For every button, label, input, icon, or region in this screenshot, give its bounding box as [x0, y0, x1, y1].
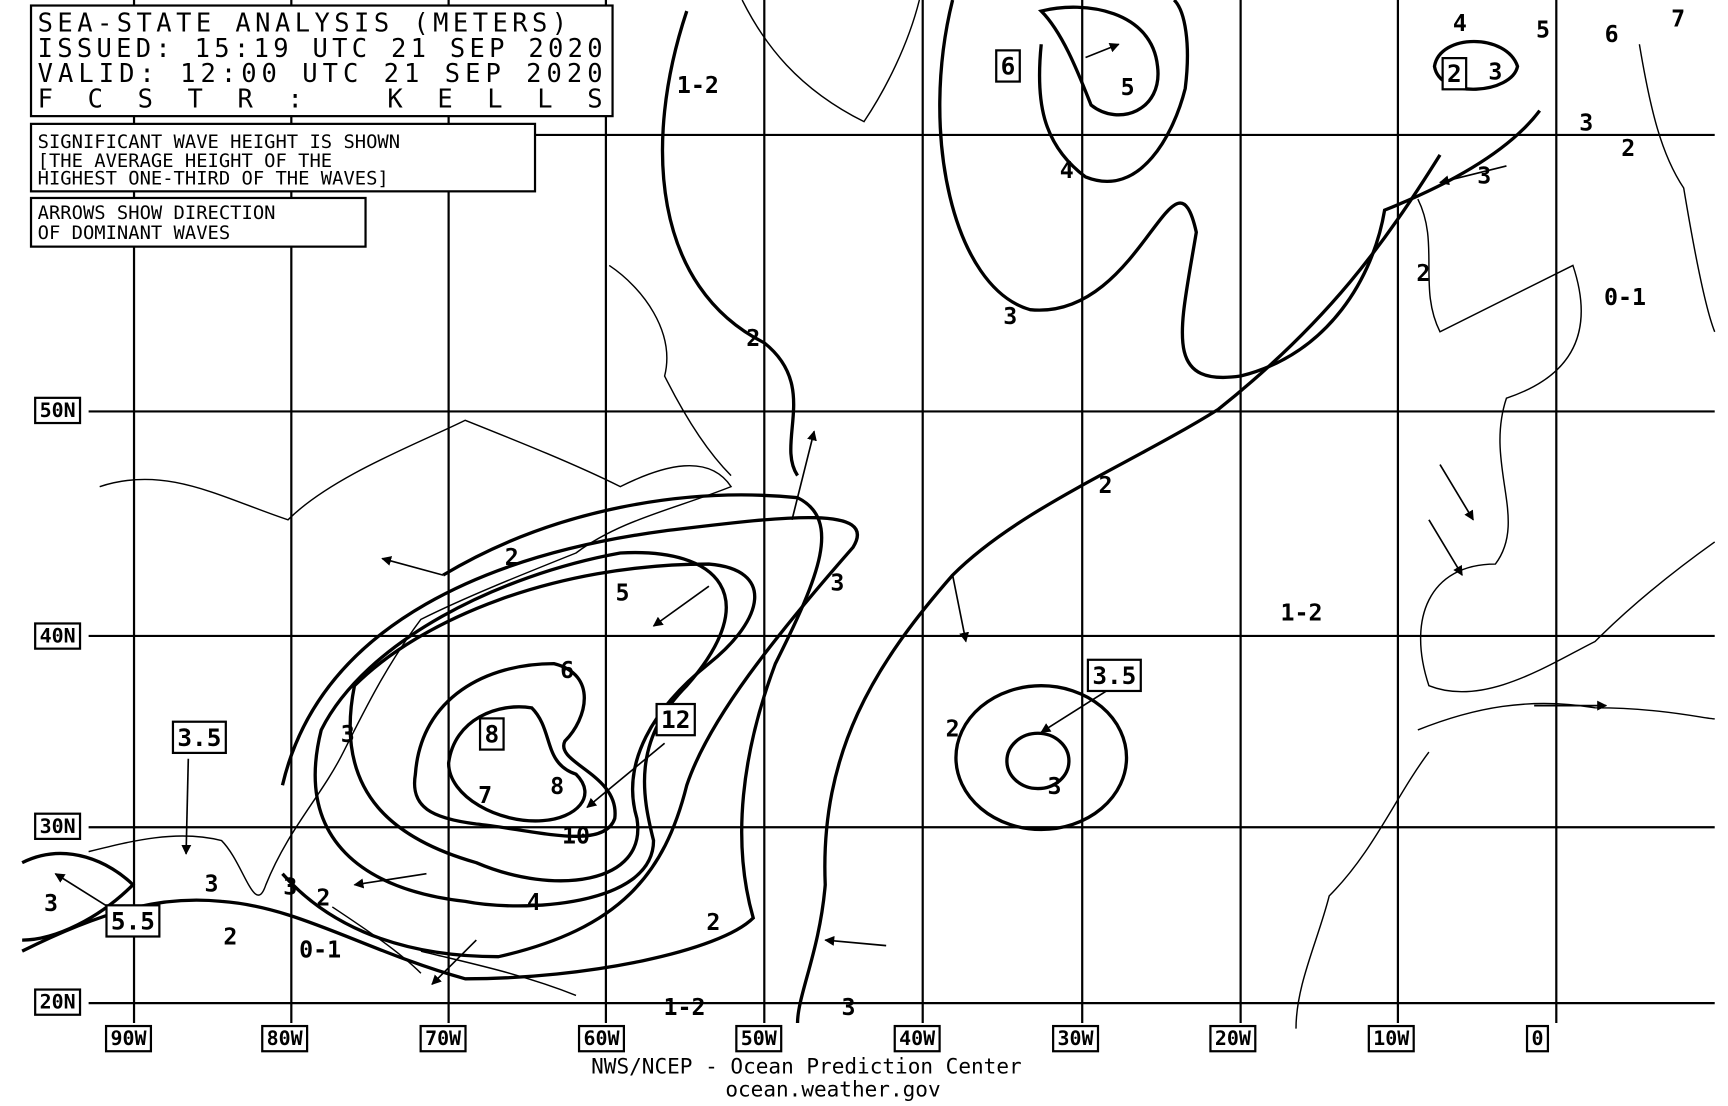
contour-label: 3 [841, 994, 855, 1021]
contour-label: 3 [44, 890, 58, 917]
note-line: HIGHEST ONE-THIRD OF THE WAVES] [38, 169, 389, 190]
longitude-label: 0 [1531, 1027, 1543, 1050]
contour-label: 3 [1477, 162, 1491, 189]
labels: SEA-STATE ANALYSIS (METERS)ISSUED: 15:19… [34, 5, 1685, 1102]
wave-height-box: 12 [661, 705, 690, 734]
longitude-label: 60W [583, 1027, 619, 1050]
wave-height-box-box [105, 904, 161, 938]
contour-label: 2 [706, 909, 720, 936]
latitude-label: 20N [40, 991, 76, 1014]
longitude-label: 90W [110, 1027, 146, 1050]
wave-height-box: 5.5 [111, 906, 155, 935]
contour-label: 5 [1536, 16, 1550, 43]
footer-url: ocean.weather.gov [725, 1077, 940, 1102]
note-line: [THE AVERAGE HEIGHT OF THE [38, 151, 332, 172]
longitude-label-box [419, 1024, 467, 1053]
note-line: SIGNIFICANT WAVE HEIGHT IS SHOWN [38, 132, 400, 153]
contour-label: 2 [746, 325, 760, 352]
contour-label: 6 [1605, 21, 1619, 48]
wave-height-box-box [995, 49, 1021, 83]
wave-height-box: 3.5 [1092, 661, 1136, 690]
contour-label: 3 [830, 569, 844, 596]
header-box [29, 4, 614, 118]
contour-label: 1-2 [1281, 599, 1323, 626]
latitude-label-box [34, 396, 82, 425]
wave-height-box: 6 [1001, 51, 1016, 80]
contour-label: 4 [527, 889, 541, 916]
note-line: ARROWS SHOW DIRECTION [38, 203, 276, 224]
latitude-label-box [34, 622, 82, 650]
longitude-label-box [1525, 1024, 1550, 1053]
footer-agency: NWS/NCEP - Ocean Prediction Center [591, 1053, 1022, 1078]
contour-label: 0-1 [299, 937, 341, 964]
contours [21, 0, 1542, 1024]
wave-height-box-box [655, 702, 696, 737]
longitude-label: 80W [267, 1027, 303, 1050]
contour-label: 3 [1048, 773, 1062, 800]
longitude-label: 20W [1215, 1027, 1251, 1050]
coastlines [88, 0, 1716, 1029]
latitude-label-box [34, 812, 82, 840]
contour-label: 0-1 [1604, 284, 1646, 311]
longitude-label-box [1209, 1024, 1257, 1053]
longitude-label: 50W [741, 1027, 777, 1050]
contour-label: 2 [946, 715, 960, 742]
latitude-label: 40N [40, 625, 76, 648]
contour-label: 3 [205, 870, 219, 897]
latitude-label-box [34, 988, 82, 1016]
longitude-label: 10W [1373, 1027, 1409, 1050]
notes [29, 122, 537, 248]
wave-height-box-box [1086, 658, 1142, 693]
contour-label: 7 [1671, 5, 1685, 32]
longitude-label-box [735, 1024, 783, 1053]
longitude-label: 30W [1058, 1027, 1094, 1050]
contour-label: 3 [283, 874, 297, 901]
longitude-label-box [261, 1024, 309, 1053]
wave-arrows [54, 42, 1608, 986]
latitude-label: 50N [40, 399, 76, 422]
contour-label: 4 [1453, 10, 1467, 37]
wave-height-box: 8 [484, 720, 499, 749]
contour-label: 10 [562, 823, 590, 850]
contour-label: 1-2 [664, 994, 706, 1021]
contour-label: 2 [1621, 135, 1635, 162]
wave-height-box-box [171, 720, 227, 755]
longitude-label-box [577, 1024, 626, 1053]
contour-label: 2 [1098, 472, 1112, 499]
contour-label: 1-2 [677, 72, 719, 99]
longitude-label: 70W [425, 1027, 461, 1050]
header-line: SEA-STATE ANALYSIS (METERS) [38, 8, 567, 38]
note-line: OF DOMINANT WAVES [38, 223, 231, 244]
wave-height-box: 2 [1447, 59, 1462, 88]
contour-label: 7 [478, 782, 492, 809]
contour-label: 6 [560, 657, 574, 684]
wave-height-box-box [478, 717, 505, 751]
contour-label: 3 [1003, 303, 1017, 330]
contour-label: 2 [223, 923, 237, 950]
contour-label: 3 [1488, 59, 1502, 86]
contour-label: 2 [505, 544, 519, 571]
contour-label: 3 [1579, 109, 1593, 136]
longitude-label-box [1052, 1024, 1100, 1053]
contour-label: 2 [316, 885, 330, 912]
contour-label: 3 [341, 721, 355, 748]
wave-height-box: 3.5 [177, 723, 221, 752]
contour-label: 5 [616, 579, 630, 606]
longitude-label-box [104, 1024, 153, 1053]
longitude-label-box [1367, 1024, 1415, 1053]
contour-label: 8 [550, 773, 564, 800]
longitude-label-box [893, 1024, 941, 1053]
longitude-label: 40W [899, 1027, 935, 1050]
contour-label: 4 [1060, 157, 1074, 184]
latitude-label: 30N [40, 815, 76, 838]
contour-label: 2 [1416, 260, 1430, 287]
contour-label: 5 [1121, 74, 1135, 101]
wave-height-box-box [1441, 57, 1468, 91]
